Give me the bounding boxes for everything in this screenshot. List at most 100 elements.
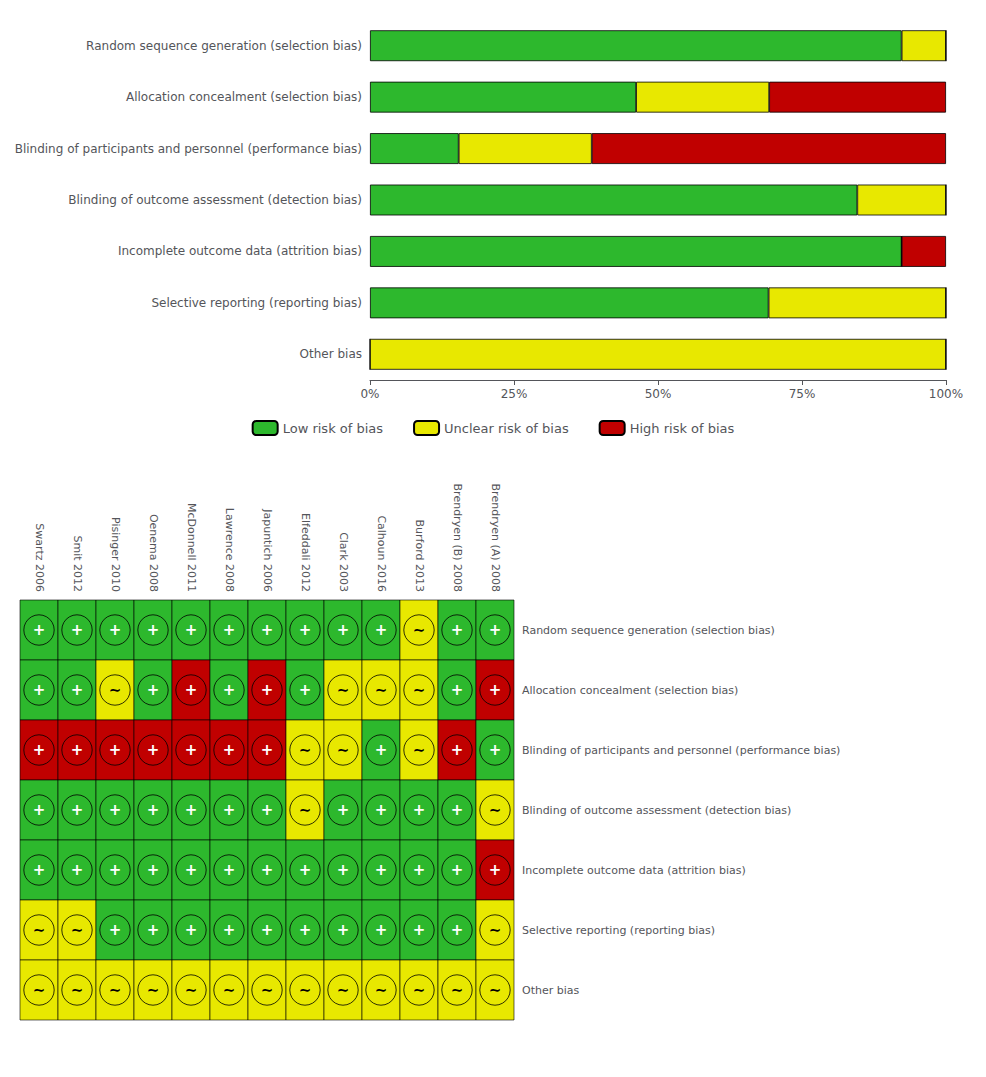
svg-text:∼: ∼	[375, 981, 388, 999]
svg-text:∼: ∼	[223, 981, 236, 999]
svg-text:∼: ∼	[375, 681, 388, 699]
svg-text:+: +	[451, 921, 464, 939]
svg-text:∼: ∼	[71, 921, 84, 939]
svg-text:+: +	[375, 741, 388, 759]
svg-text:Burford 2013: Burford 2013	[413, 520, 426, 592]
svg-text:Brendryen (B) 2008: Brendryen (B) 2008	[451, 484, 464, 592]
svg-text:∼: ∼	[413, 621, 426, 639]
svg-text:+: +	[109, 801, 122, 819]
svg-text:Allocation concealment (select: Allocation concealment (selection bias)	[126, 90, 362, 104]
svg-text:+: +	[185, 861, 198, 879]
svg-text:+: +	[33, 621, 46, 639]
svg-text:Low risk of bias: Low risk of bias	[283, 421, 384, 436]
svg-text:∼: ∼	[413, 681, 426, 699]
svg-text:Elfeddali 2012: Elfeddali 2012	[299, 513, 312, 592]
svg-text:+: +	[147, 681, 160, 699]
svg-text:Smit 2012: Smit 2012	[71, 535, 84, 592]
svg-text:+: +	[413, 921, 426, 939]
svg-text:+: +	[375, 861, 388, 879]
svg-text:Blinding of outcome assessment: Blinding of outcome assessment (detectio…	[68, 193, 362, 207]
svg-text:Swartz 2006: Swartz 2006	[33, 523, 46, 592]
svg-text:∼: ∼	[109, 981, 122, 999]
svg-text:Selective reporting (reporting: Selective reporting (reporting bias)	[522, 924, 715, 937]
svg-text:+: +	[489, 681, 502, 699]
svg-text:Random sequence generation (se: Random sequence generation (selection bi…	[522, 624, 775, 637]
svg-text:∼: ∼	[489, 801, 502, 819]
svg-text:∼: ∼	[489, 921, 502, 939]
svg-text:Pisinger 2010: Pisinger 2010	[109, 517, 122, 592]
svg-text:0%: 0%	[360, 387, 379, 401]
svg-text:Blinding of participants and p: Blinding of participants and personnel (…	[15, 142, 362, 156]
svg-text:+: +	[375, 921, 388, 939]
svg-text:Oenema 2008: Oenema 2008	[147, 514, 160, 592]
svg-text:75%: 75%	[789, 387, 816, 401]
svg-text:+: +	[185, 801, 198, 819]
svg-text:+: +	[33, 681, 46, 699]
svg-text:Random sequence generation (se: Random sequence generation (selection bi…	[86, 39, 362, 53]
svg-text:∼: ∼	[147, 981, 160, 999]
svg-text:100%: 100%	[929, 387, 963, 401]
svg-text:Allocation concealment (select: Allocation concealment (selection bias)	[522, 684, 738, 697]
svg-text:∼: ∼	[489, 981, 502, 999]
svg-text:Brendryen (A) 2008: Brendryen (A) 2008	[489, 484, 502, 592]
svg-text:+: +	[261, 861, 274, 879]
svg-text:∼: ∼	[185, 981, 198, 999]
svg-text:+: +	[451, 621, 464, 639]
svg-text:+: +	[147, 621, 160, 639]
svg-text:+: +	[261, 621, 274, 639]
svg-text:+: +	[109, 621, 122, 639]
svg-text:McDonnell 2011: McDonnell 2011	[185, 503, 198, 592]
svg-text:+: +	[261, 681, 274, 699]
svg-text:∼: ∼	[337, 741, 350, 759]
svg-text:Japuntich 2006: Japuntich 2006	[261, 508, 274, 592]
svg-text:+: +	[375, 801, 388, 819]
svg-text:+: +	[109, 741, 122, 759]
svg-text:+: +	[185, 621, 198, 639]
svg-text:+: +	[375, 621, 388, 639]
svg-text:+: +	[223, 681, 236, 699]
svg-text:+: +	[223, 861, 236, 879]
svg-text:Selective reporting (reporting: Selective reporting (reporting bias)	[151, 296, 362, 310]
svg-text:Other bias: Other bias	[300, 347, 362, 361]
svg-text:+: +	[147, 861, 160, 879]
svg-text:+: +	[71, 681, 84, 699]
svg-text:+: +	[71, 861, 84, 879]
svg-text:+: +	[185, 741, 198, 759]
svg-text:+: +	[299, 621, 312, 639]
svg-text:∼: ∼	[451, 981, 464, 999]
svg-text:Blinding of outcome assessment: Blinding of outcome assessment (detectio…	[522, 804, 791, 817]
svg-text:+: +	[109, 921, 122, 939]
svg-text:Incomplete outcome data (attri: Incomplete outcome data (attrition bias)	[118, 244, 362, 258]
svg-text:∼: ∼	[261, 981, 274, 999]
svg-text:+: +	[71, 801, 84, 819]
svg-text:Unclear risk of bias: Unclear risk of bias	[444, 421, 569, 436]
svg-text:∼: ∼	[299, 801, 312, 819]
svg-text:High risk of bias: High risk of bias	[630, 421, 735, 436]
svg-text:+: +	[223, 741, 236, 759]
svg-text:+: +	[337, 921, 350, 939]
svg-text:∼: ∼	[109, 681, 122, 699]
svg-text:+: +	[185, 921, 198, 939]
svg-text:+: +	[33, 741, 46, 759]
svg-text:+: +	[71, 621, 84, 639]
svg-text:+: +	[223, 621, 236, 639]
svg-text:+: +	[109, 861, 122, 879]
svg-text:+: +	[451, 861, 464, 879]
svg-text:+: +	[33, 861, 46, 879]
svg-text:+: +	[299, 681, 312, 699]
svg-text:+: +	[451, 801, 464, 819]
svg-text:+: +	[451, 681, 464, 699]
svg-text:∼: ∼	[337, 681, 350, 699]
svg-text:∼: ∼	[299, 741, 312, 759]
svg-text:∼: ∼	[33, 921, 46, 939]
svg-text:Other bias: Other bias	[522, 984, 580, 997]
svg-text:Blinding of participants and p: Blinding of participants and personnel (…	[522, 744, 840, 757]
svg-text:+: +	[489, 621, 502, 639]
svg-text:∼: ∼	[413, 981, 426, 999]
svg-text:+: +	[337, 861, 350, 879]
svg-text:+: +	[299, 921, 312, 939]
svg-text:+: +	[261, 921, 274, 939]
svg-text:∼: ∼	[299, 981, 312, 999]
svg-text:∼: ∼	[413, 741, 426, 759]
svg-text:+: +	[71, 741, 84, 759]
